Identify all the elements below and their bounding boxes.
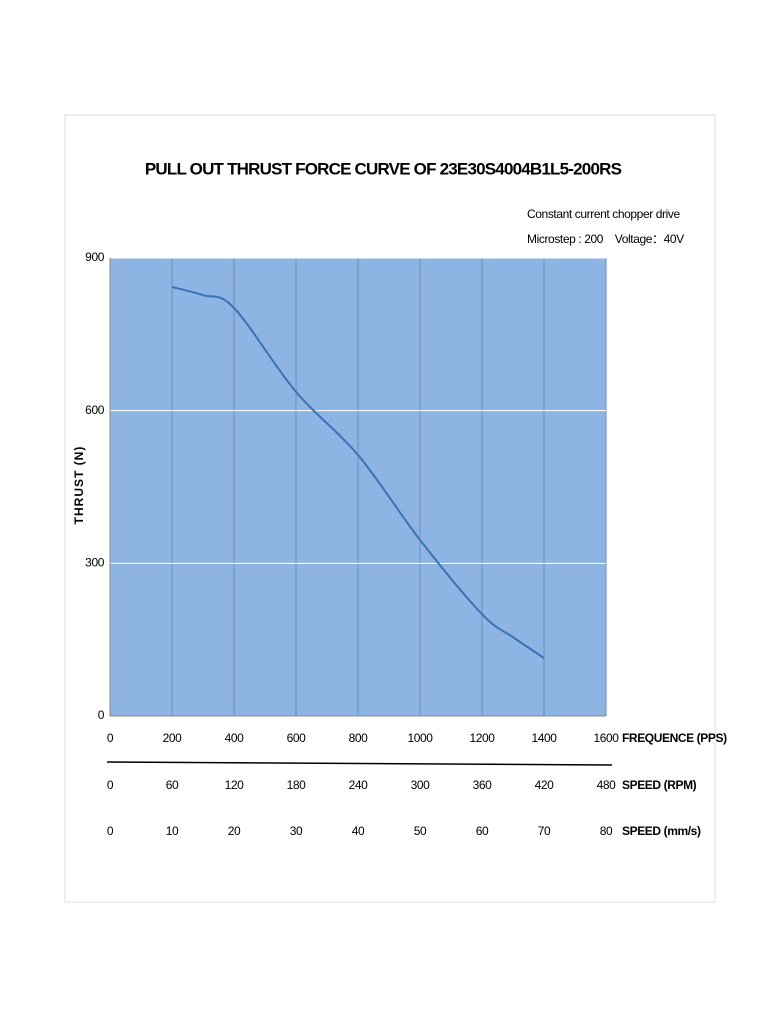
axis-label: SPEED (mm/s): [622, 824, 701, 838]
x2-tick-label: 0: [107, 778, 114, 792]
x3-tick-label: 70: [538, 824, 551, 838]
y-tick-label: 600: [85, 403, 105, 417]
y-tick-label: 300: [85, 556, 105, 570]
y-axis-label: THRUST (N): [72, 446, 86, 525]
x3-tick-label: 60: [476, 824, 489, 838]
annotation: Constant current chopper drive: [527, 207, 680, 221]
line: [171, 286, 545, 659]
x-axis-label: FREQUENCE (PPS): [622, 731, 727, 745]
y-tick-label: 900: [85, 250, 105, 264]
x3-tick-label: 30: [290, 824, 303, 838]
x2-tick-label: 60: [166, 778, 179, 792]
x-tick-label: 400: [225, 731, 245, 745]
axis-label: SPEED (RPM): [622, 778, 697, 792]
x-tick-label: 1000: [407, 731, 433, 745]
annotation: Microstep : 200 Voltage：40V: [527, 232, 684, 246]
x-tick-label: 200: [163, 731, 183, 745]
x2-tick-label: 300: [411, 778, 431, 792]
x-tick-label: 1200: [469, 731, 495, 745]
x2-tick-label: 420: [535, 778, 555, 792]
x2-tick-label: 240: [349, 778, 369, 792]
x-tick-label: 600: [287, 731, 307, 745]
y-tick-label: 0: [98, 708, 105, 722]
x3-tick-label: 20: [228, 824, 241, 838]
x2-tick-label: 480: [597, 778, 617, 792]
x-tick-label: 800: [349, 731, 369, 745]
chart-title: PULL OUT THRUST FORCE CURVE OF 23E30S400…: [145, 159, 622, 178]
x2-tick-label: 120: [225, 778, 245, 792]
x3-tick-label: 50: [414, 824, 427, 838]
x3-tick-label: 10: [166, 824, 179, 838]
x-tick-label: 0: [107, 731, 114, 745]
x3-tick-label: 0: [107, 824, 114, 838]
x-tick-label: 1400: [531, 731, 557, 745]
x-tick-label: 1600: [593, 731, 619, 745]
separator: [106, 761, 613, 766]
x2-tick-label: 360: [473, 778, 493, 792]
x2-tick-label: 180: [287, 778, 307, 792]
x3-tick-label: 80: [600, 824, 613, 838]
x3-tick-label: 40: [352, 824, 365, 838]
